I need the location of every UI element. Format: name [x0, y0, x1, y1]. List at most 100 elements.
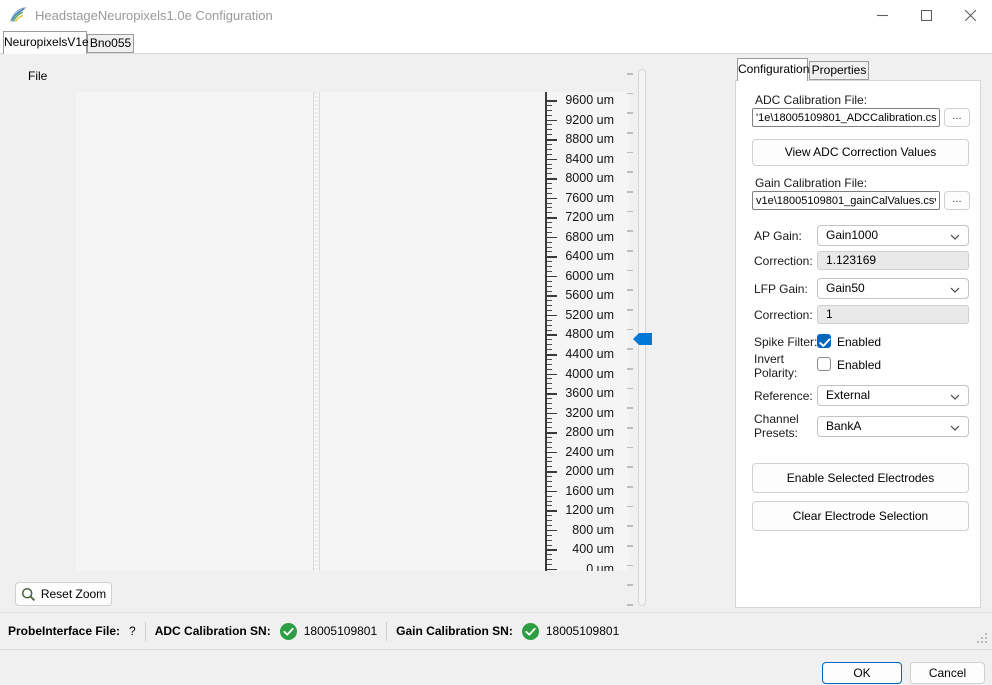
- ruler-tick: [546, 407, 552, 409]
- ruler-tick: [546, 183, 552, 185]
- ruler-tick: [546, 412, 557, 415]
- ruler-tick: [546, 568, 557, 571]
- ruler-label: 8800 um: [565, 132, 614, 147]
- ruler-label: 400 um: [572, 542, 614, 557]
- ruler-tick: [546, 505, 552, 507]
- ruler-tick: [546, 500, 552, 502]
- reset-zoom-button[interactable]: Reset Zoom: [15, 582, 112, 606]
- chevron-down-icon: [950, 287, 960, 293]
- probe-plot-area[interactable]: 9600 um 9200 um 8800 um 8400 um 8000 um 7600 …: [76, 92, 629, 571]
- gain-browse-button[interactable]: ...: [944, 191, 970, 210]
- slider-tick: [627, 92, 633, 95]
- ruler-tick: [546, 104, 552, 106]
- zoom-slider-thumb[interactable]: [633, 333, 652, 345]
- ruler-tick: [546, 266, 552, 268]
- adc-calibration-sn-value: 18005109801: [303, 624, 378, 638]
- ruler-tick: [546, 227, 552, 228]
- spike-filter-enabled-label: Enabled: [837, 335, 882, 349]
- maximize-button[interactable]: [904, 0, 948, 30]
- view-adc-correction-button[interactable]: View ADC Correction Values: [752, 139, 969, 166]
- resize-grip-icon[interactable]: [975, 631, 989, 645]
- ruler-tick: [546, 222, 552, 224]
- reference-dropdown[interactable]: External: [817, 385, 969, 406]
- invert-polarity-checkbox[interactable]: [817, 357, 831, 371]
- ruler-tick: [546, 397, 552, 399]
- ruler-tick: [546, 192, 552, 194]
- ruler-tick: [546, 285, 552, 287]
- ruler-tick: [546, 354, 557, 356]
- ruler-tick: [546, 119, 557, 122]
- footer-bar: OK Cancel: [0, 649, 992, 685]
- ruler-tick: [546, 153, 552, 155]
- slider-tick: [627, 151, 633, 154]
- ruler-label: 6400 um: [565, 249, 614, 264]
- ruler-tick: [546, 256, 557, 258]
- ruler-tick: [546, 461, 552, 463]
- ruler-label: 4400 um: [565, 347, 614, 362]
- tab-bno055[interactable]: Bno055: [87, 34, 134, 53]
- ruler-tick: [546, 534, 552, 536]
- chevron-down-icon: [950, 425, 960, 431]
- ruler-tick: [546, 241, 552, 243]
- ruler-tick: [546, 393, 557, 395]
- minimize-button[interactable]: [860, 0, 904, 30]
- ruler-tick: [546, 100, 557, 102]
- ruler-tick: [546, 148, 552, 150]
- check-icon: [819, 338, 831, 347]
- tab-neuropixelsv1e[interactable]: NeuropixelsV1e: [3, 31, 89, 54]
- spike-filter-checkbox[interactable]: [817, 334, 831, 348]
- probe-interface-file-label: ProbeInterface File:: [8, 624, 121, 638]
- ruler-tick: [546, 437, 552, 439]
- ruler-tick: [546, 564, 552, 566]
- slider-tick: [627, 210, 633, 213]
- ruler-tick: [546, 246, 552, 248]
- ok-button[interactable]: OK: [822, 662, 902, 684]
- clear-electrode-selection-button[interactable]: Clear Electrode Selection: [752, 501, 969, 531]
- status-separator: [386, 621, 388, 641]
- enable-selected-electrodes-button[interactable]: Enable Selected Electrodes: [752, 463, 969, 493]
- slider-tick: [627, 525, 633, 527]
- ruler-label: 2800 um: [565, 425, 614, 440]
- ruler-label: 5200 um: [565, 307, 614, 322]
- ruler-tick: [546, 544, 552, 546]
- ruler-label: 9600 um: [565, 93, 614, 107]
- configuration-panel: ADC Calibration File: ... View ADC Corre…: [735, 80, 981, 608]
- tab-configuration[interactable]: Configuration: [737, 58, 809, 81]
- lfp-correction-label: Correction:: [754, 308, 813, 322]
- file-menu[interactable]: File: [28, 69, 48, 83]
- gain-calibration-sn-label: Gain Calibration SN:: [396, 624, 513, 638]
- bonsai-app-icon: [10, 7, 27, 22]
- ruler-label: 3200 um: [565, 405, 614, 420]
- slider-tick: [627, 309, 633, 311]
- ruler-tick: [546, 476, 552, 478]
- ruler-tick: [546, 344, 552, 346]
- ruler-tick: [546, 280, 552, 282]
- probe-shank[interactable]: [313, 92, 320, 571]
- slider-tick: [627, 328, 633, 331]
- probe-interface-file-value: ?: [129, 624, 136, 638]
- gain-calibration-file-label: Gain Calibration File:: [755, 176, 868, 190]
- tab-properties[interactable]: Properties: [809, 61, 869, 80]
- adc-calibration-file-input[interactable]: [752, 108, 940, 127]
- ruler-tick: [546, 378, 552, 380]
- ruler-tick: [546, 481, 552, 483]
- slider-tick: [627, 230, 633, 232]
- ruler-label: 3600 um: [565, 386, 614, 401]
- adc-browse-button[interactable]: ...: [944, 108, 970, 127]
- channel-presets-dropdown[interactable]: BankA: [817, 416, 969, 437]
- close-button[interactable]: [948, 0, 992, 30]
- lfp-gain-label: LFP Gain:: [754, 282, 808, 296]
- ruler-tick: [546, 236, 557, 239]
- ap-gain-label: AP Gain:: [754, 229, 802, 243]
- title-bar: HeadstageNeuropixels1.0e Configuration: [0, 0, 992, 30]
- gain-calibration-file-input[interactable]: [752, 191, 940, 210]
- ruler-tick: [546, 202, 552, 204]
- ruler-label: 5600 um: [565, 288, 614, 303]
- slider-tick: [627, 132, 633, 134]
- ruler-tick: [546, 163, 552, 165]
- cancel-button[interactable]: Cancel: [910, 662, 985, 684]
- ruler-tick: [546, 451, 557, 454]
- slider-tick: [627, 289, 633, 291]
- ap-gain-dropdown[interactable]: Gain1000: [817, 225, 969, 246]
- lfp-gain-dropdown[interactable]: Gain50: [817, 278, 969, 299]
